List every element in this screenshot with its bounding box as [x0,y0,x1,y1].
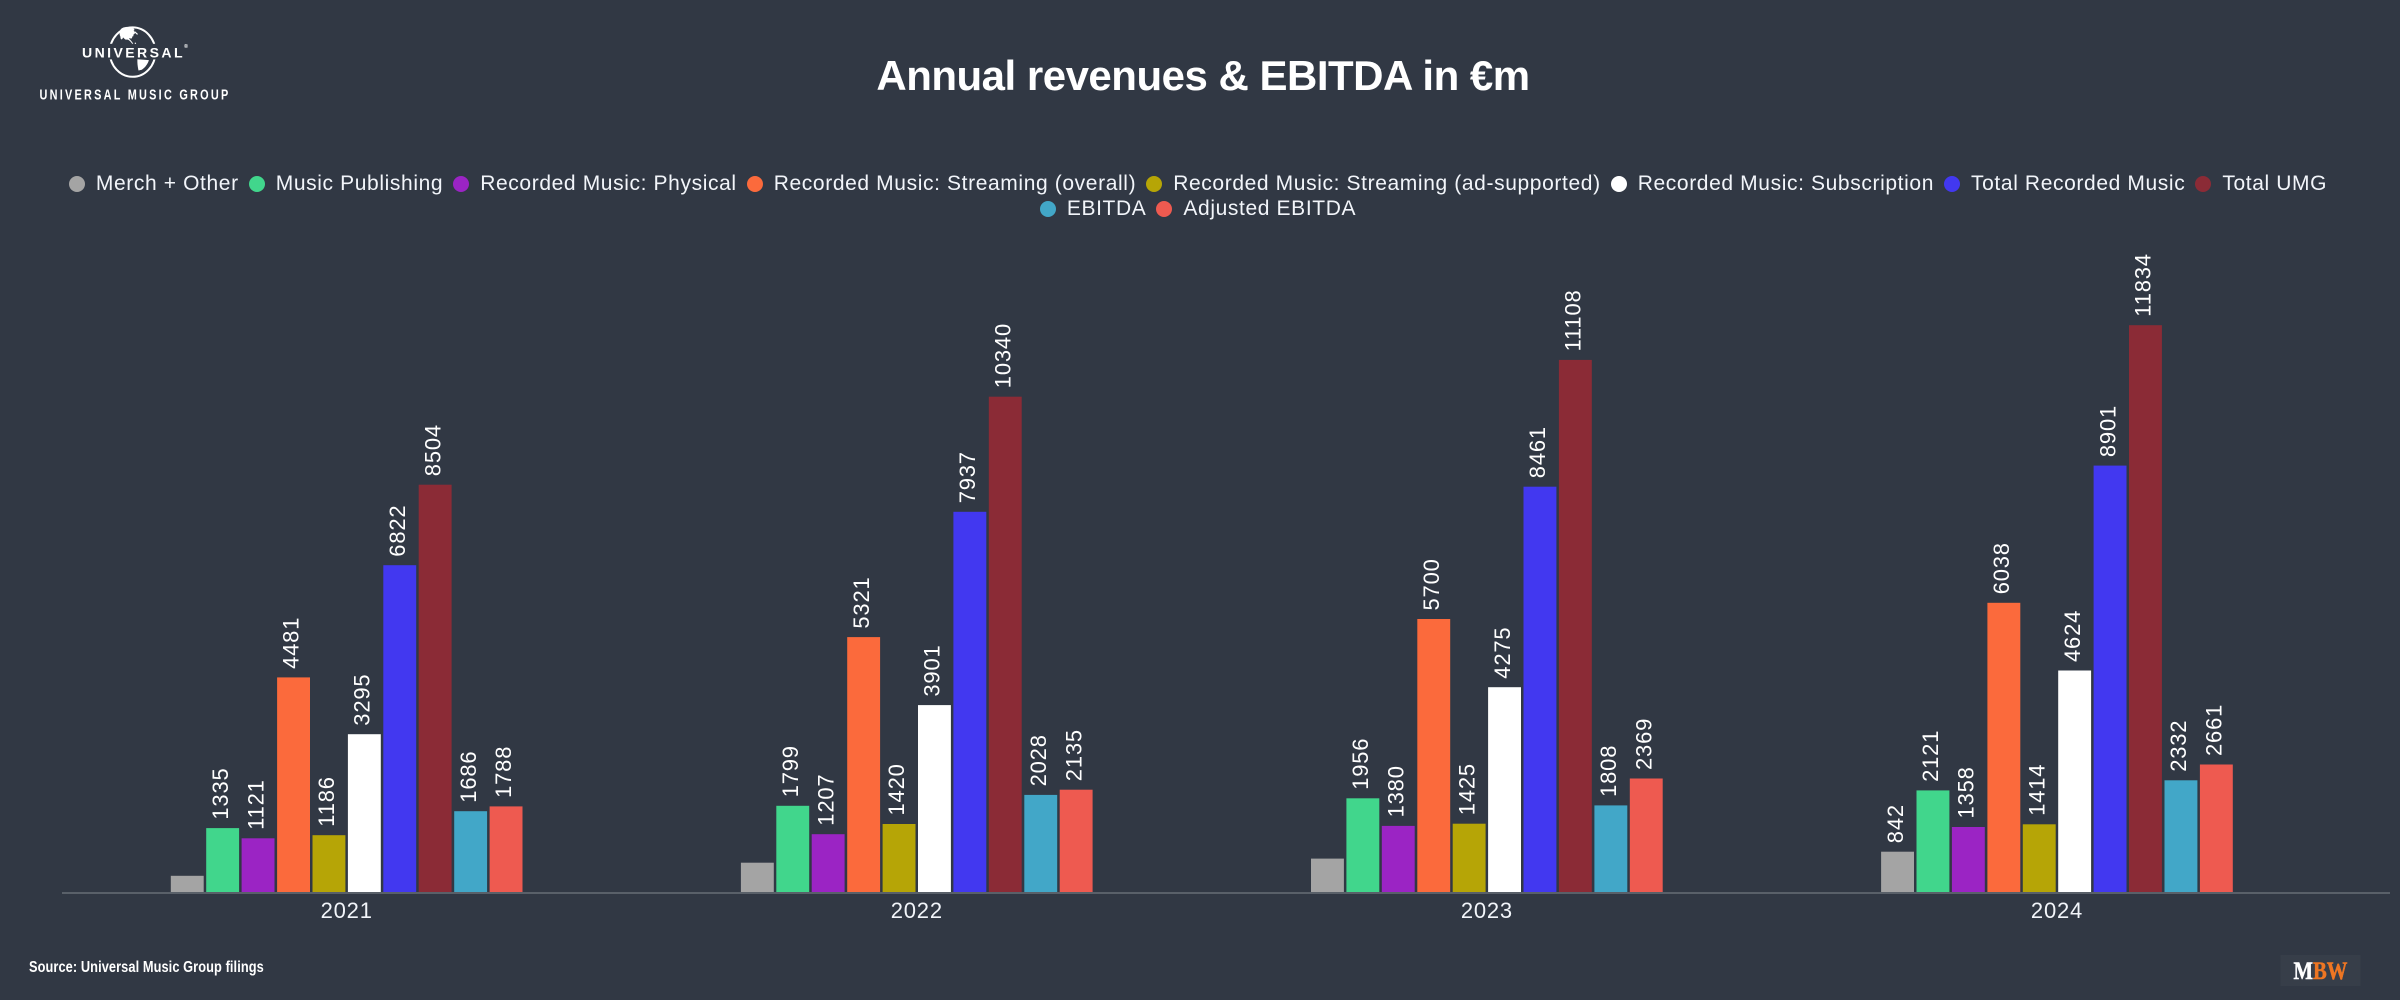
svg-text:2121: 2121 [1918,730,1943,782]
svg-text:4275: 4275 [1490,627,1515,679]
svg-text:5321: 5321 [849,576,874,628]
svg-text:5700: 5700 [1419,558,1444,610]
svg-text:1788: 1788 [491,746,516,798]
svg-text:UNIVERSAL: UNIVERSAL [82,44,185,60]
svg-text:®: ® [184,43,188,50]
svg-text:2024: 2024 [2031,898,2083,923]
svg-text:1207: 1207 [813,774,838,826]
svg-text:3295: 3295 [350,674,375,726]
svg-text:11108: 11108 [1561,289,1586,351]
svg-text:UNIVERSAL MUSIC GROUP: UNIVERSAL MUSIC GROUP [40,88,231,104]
svg-text:2661: 2661 [2202,704,2227,756]
svg-text:1956: 1956 [1348,738,1373,790]
svg-text:2135: 2135 [1061,729,1086,781]
svg-text:4481: 4481 [279,617,304,669]
svg-text:1414: 1414 [2024,764,2049,816]
svg-text:2028: 2028 [1026,734,1051,786]
svg-text:1186: 1186 [314,776,339,827]
svg-text:8461: 8461 [1525,426,1550,478]
svg-text:2022: 2022 [891,898,943,923]
svg-text:8901: 8901 [2095,405,2120,457]
svg-text:1425: 1425 [1454,763,1479,815]
svg-text:1380: 1380 [1384,765,1409,817]
svg-text:1799: 1799 [778,745,803,797]
svg-text:6822: 6822 [385,505,410,557]
svg-text:1335: 1335 [208,767,233,819]
svg-text:1121: 1121 [243,779,268,830]
svg-text:2023: 2023 [1461,898,1513,923]
svg-text:8504: 8504 [420,424,445,476]
svg-text:1420: 1420 [884,763,909,815]
svg-text:1358: 1358 [1954,766,1979,818]
svg-text:1808: 1808 [1596,745,1621,797]
svg-text:842: 842 [1883,804,1908,843]
svg-text:1686: 1686 [456,751,481,803]
svg-text:10340: 10340 [991,323,1016,388]
svg-text:11834: 11834 [2131,253,2156,317]
svg-text:7937: 7937 [955,451,980,503]
svg-text:4624: 4624 [2060,610,2085,662]
svg-text:2369: 2369 [1631,718,1656,770]
svg-text:2332: 2332 [2166,720,2191,772]
svg-text:6038: 6038 [1989,542,2014,594]
svg-text:3901: 3901 [920,644,945,696]
svg-text:2021: 2021 [321,898,373,923]
